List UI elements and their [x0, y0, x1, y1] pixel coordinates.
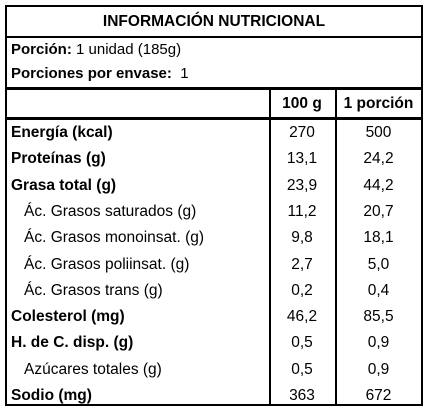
value-per-100g: 46,2: [286, 308, 318, 326]
value-per-100g: 0,5: [291, 360, 313, 378]
value-per-100g: 2,7: [291, 255, 313, 273]
value-per-100g: 270: [289, 124, 315, 141]
value-per-portion: 0,9: [367, 334, 390, 352]
nutrient-name: Ác. Grasos saturados (g): [24, 202, 197, 220]
nutrient-name: Grasa total (g): [11, 176, 117, 194]
column-header-per-100g: 100 g: [282, 95, 322, 112]
nutrient-name: Ác. Grasos poliinsat. (g): [24, 255, 190, 273]
value-per-100g: 9,8: [291, 229, 313, 247]
nutrient-row: Ác. Grasos trans (g) 0,2 0,4: [7, 278, 421, 304]
value-per-portion: 44,2: [363, 176, 394, 194]
nutrient-name: Azúcares totales (g): [24, 360, 162, 378]
nutrient-name: Energía (kcal): [11, 124, 113, 141]
value-per-portion: 5,0: [367, 255, 390, 273]
nutrient-row: H. de C. disp. (g) 0,5 0,9: [7, 330, 421, 356]
serving-size-value: 1 unidad (185g): [76, 41, 182, 58]
value-per-portion: 0,4: [367, 281, 390, 299]
value-per-portion: 18,1: [363, 229, 394, 247]
value-per-portion: 0,9: [367, 360, 390, 378]
servings-per-package-label: Porciones por envase:: [11, 65, 172, 82]
nutrient-row: Proteínas (g) 13,1 24,2: [7, 146, 421, 172]
nutrient-row: Ác. Grasos poliinsat. (g) 2,7 5,0: [7, 252, 421, 278]
nutrient-row: Ác. Grasos monoinsat. (g) 9,8 18,1: [7, 225, 421, 251]
nutrient-name: Sodio (mg): [11, 387, 92, 404]
thick-divider: [7, 87, 421, 90]
nutrient-row: Ác. Grasos saturados (g) 11,2 20,7: [7, 199, 421, 225]
value-per-100g: 363: [289, 387, 315, 404]
value-per-100g: 0,2: [291, 281, 313, 299]
servings-per-package-value: 1: [180, 65, 189, 82]
column-header-per-portion: 1 porción: [343, 95, 414, 112]
value-per-portion: 85,5: [363, 308, 394, 326]
label-title: INFORMACIÓN NUTRICIONAL: [102, 13, 326, 30]
servings-per-package: Porciones por envase: 1: [11, 64, 189, 84]
value-per-100g: 13,1: [286, 150, 318, 168]
value-per-100g: 23,9: [286, 176, 318, 194]
nutrient-name: Ác. Grasos monoinsat. (g): [24, 229, 205, 247]
nutrient-name: Proteínas (g): [11, 150, 106, 168]
nutrient-row: Grasa total (g) 23,9 44,2: [7, 173, 421, 199]
nutrient-name: H. de C. disp. (g): [11, 334, 134, 352]
nutrient-name: Colesterol (mg): [11, 308, 125, 326]
value-per-100g: 0,5: [291, 334, 313, 352]
value-per-portion: 24,2: [363, 150, 394, 168]
nutrient-row: Colesterol (mg) 46,2 85,5: [7, 304, 421, 330]
nutrient-row: Sodio (mg) 363 672: [7, 383, 421, 409]
value-per-100g: 11,2: [287, 202, 317, 220]
nutrition-facts-label: INFORMACIÓN NUTRICIONAL Porción: 1 unida…: [5, 5, 423, 406]
nutrient-name: Ác. Grasos trans (g): [24, 281, 163, 299]
divider: [7, 36, 421, 38]
column-divider: [335, 89, 337, 404]
thick-divider: [7, 117, 421, 120]
nutrient-row: Energía (kcal) 270 500: [7, 120, 421, 146]
nutrient-row: Azúcares totales (g) 0,5 0,9: [7, 357, 421, 383]
column-divider: [269, 89, 271, 404]
serving-size-label: Porción:: [11, 41, 72, 58]
serving-size: Porción: 1 unidad (185g): [11, 40, 181, 60]
value-per-portion: 500: [365, 124, 392, 141]
value-per-portion: 672: [365, 387, 392, 404]
value-per-portion: 20,7: [363, 202, 394, 220]
